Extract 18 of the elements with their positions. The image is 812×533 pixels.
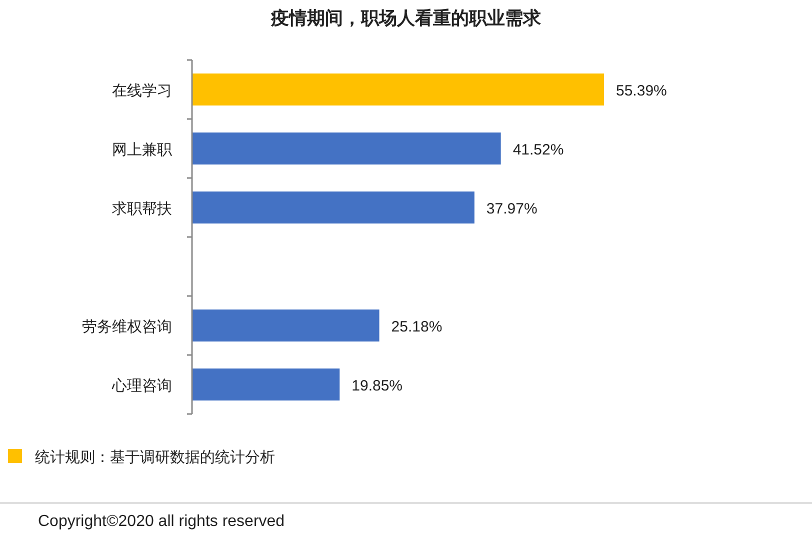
y-tick-label: 心理咨询: [111, 378, 172, 394]
y-tick-label: 求职帮扶: [112, 200, 172, 218]
bar: [192, 310, 380, 342]
bar: [192, 368, 340, 400]
data-label: 55.39%: [616, 82, 667, 100]
bar: [192, 74, 604, 106]
bar: [192, 132, 501, 164]
data-label: 25.18%: [391, 318, 442, 336]
text: Copyright©2020 all rights reserved: [38, 513, 285, 530]
y-tick-label: 在线学习: [112, 82, 172, 100]
text: 统计规则：基于调研数据的统计分析: [35, 449, 275, 466]
bar: [192, 192, 474, 224]
y-tick-label: 网上兼职: [112, 142, 172, 158]
y-tick-label: 劳务维权咨询: [82, 318, 172, 336]
data-label: 41.52%: [512, 142, 564, 158]
chart-title: 疫情期间，职场人看重的职业需求: [270, 8, 542, 28]
data-label: 19.85%: [352, 378, 403, 394]
data-label: 37.97%: [486, 200, 538, 218]
